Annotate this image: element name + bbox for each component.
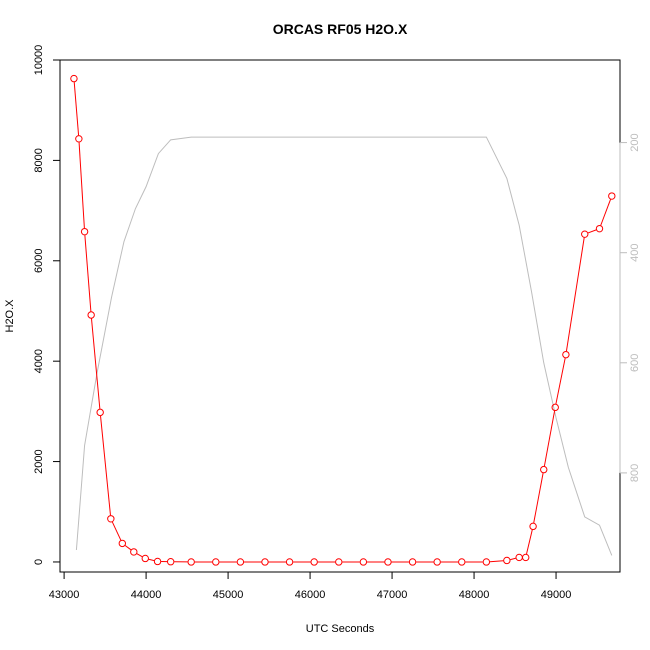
- data-point: [130, 548, 138, 556]
- data-point: [581, 230, 589, 238]
- data-point: [458, 558, 466, 566]
- data-point: [96, 408, 104, 417]
- data-point: [562, 350, 570, 359]
- data-point: [540, 465, 548, 474]
- x-tick-label: 46000: [295, 589, 326, 601]
- data-point: [522, 553, 530, 562]
- data-point: [433, 558, 441, 566]
- y-tick-label: 6000: [33, 249, 45, 273]
- series-red: [70, 74, 616, 566]
- x-tick-label: 47000: [377, 589, 408, 601]
- series-red-segment: [90, 318, 101, 409]
- y-tick-label: 4000: [33, 349, 45, 373]
- data-point: [75, 135, 83, 143]
- data-point: [261, 558, 269, 566]
- data-point: [236, 558, 245, 566]
- series-red-segment: [124, 545, 132, 551]
- data-point: [503, 556, 511, 565]
- y-tick-label: 10000: [33, 45, 45, 76]
- y-tick-label: 8000: [33, 148, 45, 172]
- x-tick-label: 45000: [213, 589, 244, 601]
- data-point: [515, 553, 523, 562]
- data-point: [212, 558, 220, 566]
- y2-axis: 200 400 600 800: [619, 133, 641, 482]
- series-red-segment: [526, 529, 533, 555]
- x-tick-label: 43000: [49, 589, 80, 601]
- data-point: [70, 74, 78, 83]
- x-tick-label: 48000: [459, 589, 490, 601]
- data-point: [118, 539, 127, 548]
- data-point: [608, 192, 616, 200]
- chart-title: ORCAS RF05 H2O.X: [273, 21, 408, 37]
- series-red-segment: [600, 199, 612, 226]
- data-point: [529, 522, 537, 531]
- data-point: [141, 554, 149, 563]
- y2-tick-label: 600: [629, 354, 641, 372]
- series-gray-line: [75, 136, 613, 556]
- y-tick-label: 0: [33, 559, 45, 565]
- y-axis-label: H2O.X: [4, 299, 16, 333]
- x-tick-label: 44000: [131, 589, 162, 601]
- x-axis-label: UTC Seconds: [306, 623, 375, 635]
- y-axis: 0 2000 4000 6000 8000 10000: [33, 45, 61, 565]
- y2-tick-label: 200: [629, 133, 641, 151]
- data-point: [335, 558, 343, 566]
- data-point: [166, 558, 175, 566]
- series-gray: [75, 136, 613, 556]
- series-red-segment: [111, 521, 122, 541]
- series-red-segment: [489, 560, 504, 563]
- data-point: [359, 558, 368, 566]
- data-point: [384, 558, 392, 566]
- data-point: [482, 558, 491, 566]
- series-red-segment: [78, 142, 85, 229]
- data-point: [595, 224, 604, 233]
- series-red-segment: [136, 553, 143, 558]
- series-red-segment: [510, 557, 516, 561]
- series-red-segment: [555, 357, 566, 405]
- data-point: [310, 558, 318, 566]
- y2-tick-label: 400: [629, 244, 641, 262]
- series-red-segment: [148, 558, 155, 562]
- data-point: [87, 311, 95, 319]
- y2-tick-label: 800: [629, 464, 641, 482]
- series-red-segment: [84, 235, 92, 312]
- y-tick-label: 2000: [33, 449, 45, 473]
- series-red-segment: [587, 229, 597, 234]
- data-point: [187, 558, 195, 566]
- series-red-segment: [73, 82, 80, 136]
- data-point: [551, 403, 559, 412]
- series-red-segment: [543, 410, 556, 467]
- data-point: [153, 557, 162, 566]
- data-point: [107, 515, 115, 523]
- series-red-segment: [533, 472, 544, 523]
- series-red-segment: [565, 237, 585, 352]
- x-tick-label: 49000: [541, 589, 572, 601]
- data-point: [285, 558, 294, 566]
- data-point: [408, 558, 417, 566]
- x-axis: 43000 44000 45000 46000 47000 48000 49000: [49, 571, 572, 601]
- series-red-segment: [100, 415, 111, 516]
- data-point: [80, 227, 89, 236]
